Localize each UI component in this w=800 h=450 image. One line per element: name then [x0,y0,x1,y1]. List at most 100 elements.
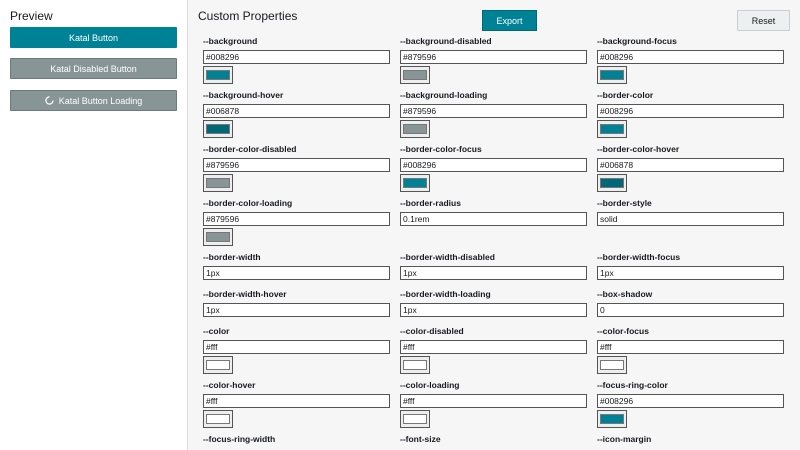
property-input[interactable]: #008296 [400,158,587,172]
property-name: --color-disabled [400,326,464,336]
property-name: --border-color-hover [597,144,680,154]
property: --border-radius 0.1rem [400,197,597,251]
button-label: Katal Disabled Button [50,63,137,74]
property: --border-style solid [597,197,793,251]
swatch-color [600,360,624,370]
color-swatch[interactable] [400,356,430,374]
color-swatch[interactable] [203,410,233,428]
property: --color-focus #fff [597,325,793,379]
katal-button[interactable]: Katal Button [10,27,177,48]
loading-button[interactable]: Katal Button Loading [10,90,177,111]
swatch-color [206,70,230,80]
property: --focus-ring-color #008296 [597,379,793,433]
property-input[interactable]: 1px [203,303,390,317]
property-name: --box-shadow [597,289,653,299]
disabled-button: Katal Disabled Button [10,58,177,79]
property-name: --background [203,36,258,46]
color-swatch[interactable] [597,410,627,428]
property: --color-loading #fff [400,379,597,433]
color-swatch[interactable] [203,228,233,246]
swatch-color [403,360,427,370]
property-name: --border-radius [400,198,461,208]
swatch-color [206,414,230,424]
property: --background-disabled #879596 [400,35,597,89]
property: --color-hover #fff [203,379,400,433]
preview-panel: Preview Katal Button Katal Disabled Butt… [0,0,188,450]
property-input[interactable]: #879596 [203,212,390,226]
property-input[interactable]: 1px [400,266,587,280]
property: --border-color-loading #879596 [203,197,400,251]
property-name: --border-width-hover [203,289,287,299]
property: --background-hover #006878 [203,89,400,143]
property-input[interactable]: #fff [400,340,587,354]
export-button[interactable]: Export [482,10,537,31]
property-input[interactable]: 1px [203,266,390,280]
property-grid: --background #008296 --background-disabled… [203,35,793,450]
property-name: --color-loading [400,380,460,390]
property-input[interactable]: #879596 [400,50,587,64]
property-input[interactable]: #879596 [203,158,390,172]
property-input[interactable]: #008296 [597,394,784,408]
property: --border-color #008296 [597,89,793,143]
swatch-color [206,232,230,242]
property-input[interactable]: 0 [597,303,784,317]
property: --focus-ring-width [203,433,400,450]
color-swatch[interactable] [203,356,233,374]
property-input[interactable]: 0.1rem [400,212,587,226]
property: --background #008296 [203,35,400,89]
button-label: Katal Button [68,32,119,43]
property-name: --border-color-loading [203,198,293,208]
reset-button[interactable]: Reset [737,10,790,31]
property-input[interactable]: #008296 [597,50,784,64]
preview-title: Preview [10,9,53,23]
color-swatch[interactable] [203,66,233,84]
property-input[interactable]: #fff [203,340,390,354]
property-name: --background-loading [400,90,488,100]
property: --border-color-focus #008296 [400,143,597,197]
editor-title: Custom Properties [198,9,298,23]
property-input[interactable]: #fff [400,394,587,408]
property-input[interactable]: #006878 [203,104,390,118]
property: --border-width-hover 1px [203,288,400,325]
color-swatch[interactable] [597,120,627,138]
property-name: --background-hover [203,90,284,100]
property: --background-focus #008296 [597,35,793,89]
color-swatch[interactable] [400,410,430,428]
swatch-color [403,70,427,80]
color-swatch[interactable] [400,120,430,138]
property-name: --background-disabled [400,36,492,46]
color-swatch[interactable] [400,174,430,192]
color-swatch[interactable] [400,66,430,84]
property-input[interactable]: 1px [597,266,784,280]
swatch-color [206,360,230,370]
property: --border-width-loading 1px [400,288,597,325]
property-input[interactable]: #006878 [597,158,784,172]
spinner-icon [45,96,54,105]
color-swatch[interactable] [203,120,233,138]
color-swatch[interactable] [597,66,627,84]
property-name: --color-focus [597,326,649,336]
property-input[interactable]: #008296 [203,50,390,64]
property-input[interactable]: #008296 [597,104,784,118]
property-input[interactable]: #fff [597,340,784,354]
property-input[interactable]: #879596 [400,104,587,118]
property-name: --border-style [597,198,652,208]
property-input[interactable]: #fff [203,394,390,408]
property-input[interactable]: solid [597,212,784,226]
property-name: --border-color-disabled [203,144,297,154]
color-swatch[interactable] [203,174,233,192]
property: --font-size [400,433,597,450]
property-input[interactable]: 1px [400,303,587,317]
swatch-color [206,124,230,134]
property-name: --focus-ring-width [203,434,276,444]
color-swatch[interactable] [597,174,627,192]
property-name: --background-focus [597,36,677,46]
button-label: Katal Button Loading [58,95,143,106]
property-name: --border-width-focus [597,252,681,262]
swatch-color [600,178,624,188]
property-name: --border-width [203,252,261,262]
color-swatch[interactable] [597,356,627,374]
swatch-color [206,178,230,188]
property: --border-width 1px [203,251,400,288]
